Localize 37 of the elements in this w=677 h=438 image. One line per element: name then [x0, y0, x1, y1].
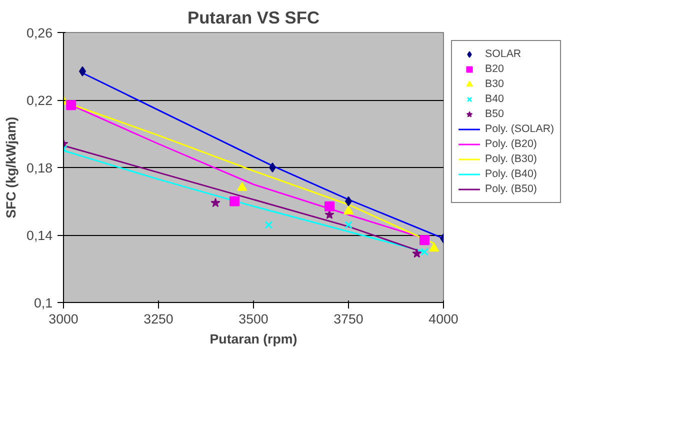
- legend-label: B30: [485, 77, 505, 91]
- x-tick-label: 4000: [428, 312, 458, 326]
- chart-title: Putaran VS SFC: [188, 8, 320, 28]
- x-axis-title: Putaran (rpm): [210, 332, 298, 346]
- x-tick-label: 3750: [334, 312, 364, 326]
- x-tick-label: 3000: [48, 312, 78, 326]
- legend-label: Poly. (B50): [485, 182, 537, 196]
- point: [420, 248, 428, 256]
- point: [324, 201, 334, 212]
- point: [230, 196, 240, 206]
- y-tick-label: 0,26: [26, 26, 53, 40]
- point: [344, 220, 352, 229]
- y-tick-label: 0,1: [34, 296, 53, 310]
- point: [66, 100, 76, 110]
- point: [237, 182, 248, 191]
- point: [324, 210, 334, 219]
- legend-label: Poly. (SOLAR): [485, 122, 554, 136]
- point: [429, 242, 439, 252]
- legend-label: Poly. (B20): [485, 137, 537, 151]
- legend-label: B20: [485, 62, 505, 76]
- point: [412, 248, 422, 258]
- legend-label: SOLAR: [485, 47, 522, 61]
- point: [420, 235, 430, 246]
- x-tick-label: 3500: [238, 312, 268, 326]
- point: [210, 198, 220, 208]
- point: [264, 220, 273, 229]
- legend-label: Poly. (B40): [485, 167, 537, 181]
- point: [344, 206, 354, 214]
- y-tick-label: 0,18: [26, 160, 53, 176]
- legend-label: Poly. (B30): [485, 152, 537, 166]
- y-tick-label: 0,22: [26, 93, 53, 108]
- legend-label: B50: [485, 107, 505, 121]
- point: [269, 162, 276, 172]
- legend-label: B40: [485, 92, 505, 106]
- x-tick-label: 3250: [144, 312, 174, 326]
- y-tick-label: 0,14: [26, 228, 54, 243]
- y-axis-title: SFC (kg/kWjam): [4, 116, 19, 218]
